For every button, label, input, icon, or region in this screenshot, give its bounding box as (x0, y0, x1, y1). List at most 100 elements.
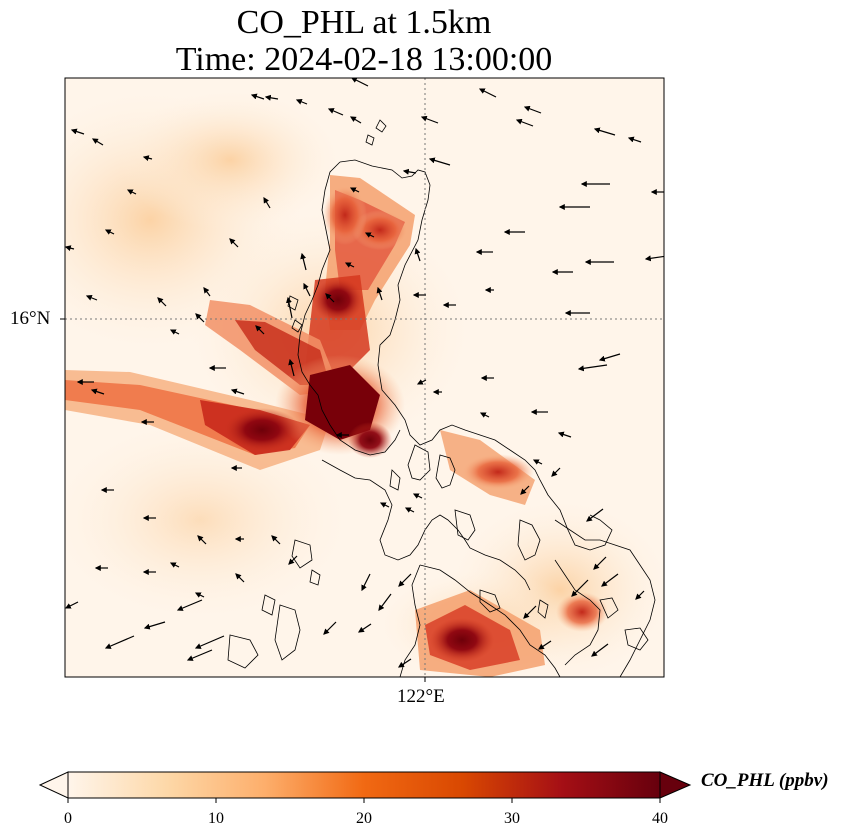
wind-arrow (376, 286, 383, 301)
wind-arrow (627, 136, 642, 143)
wind-arrow (203, 287, 211, 297)
south-cluster (380, 570, 608, 677)
wind-arrow (428, 157, 451, 166)
wind-arrow (379, 502, 390, 508)
wind-arrow (327, 108, 344, 116)
wind-arrow (515, 118, 534, 127)
wind-arrow (186, 649, 213, 661)
colorbar (38, 771, 692, 803)
wind-arrow (586, 508, 604, 522)
colorbar-max-extend (659, 771, 692, 799)
wind-arrow (169, 329, 180, 335)
wind-arrow (195, 313, 205, 323)
wind-arrow (644, 255, 664, 262)
wind-arrow (288, 555, 298, 565)
wind-arrow (325, 293, 335, 303)
wind-arrow (412, 493, 423, 499)
wind-arrow (255, 325, 265, 335)
wind-arrow (593, 127, 616, 136)
colorbar-tick-label: 40 (652, 810, 668, 827)
colorbar-tick-label: 30 (504, 810, 520, 827)
colorbar-tick-label: 0 (64, 810, 72, 827)
map-panel (60, 77, 665, 682)
colorbar-min-extend (38, 771, 69, 799)
wind-arrow (157, 297, 167, 307)
wind-arrow (126, 189, 137, 195)
wind-arrow (285, 296, 293, 319)
wind-arrow (479, 412, 490, 418)
wind-arrow (194, 592, 205, 598)
wind-arrow (571, 579, 589, 597)
wind-arrow (350, 78, 369, 87)
wind-arrow (523, 105, 542, 114)
wind-arrow (349, 116, 362, 124)
wind-arrow (303, 282, 311, 297)
wind-arrow (420, 115, 439, 124)
lon-label: 122°E (397, 686, 445, 707)
wind-arrow (143, 621, 166, 630)
wind-arrow (577, 364, 608, 372)
wind-arrow (91, 138, 104, 146)
wind-arrow (635, 590, 645, 600)
colorbar-tick-label: 20 (356, 810, 372, 827)
wind-arrow (591, 643, 609, 657)
wind-arrow (288, 358, 295, 377)
wind-arrow (90, 388, 105, 395)
wind-arrow (85, 294, 98, 301)
wind-arrow (532, 459, 543, 465)
central-core (224, 355, 405, 458)
wind-arrow (194, 635, 225, 649)
wind-arrow (520, 485, 530, 495)
wind-arrow (416, 379, 427, 385)
lat-label: 16°N (10, 308, 51, 329)
wind-arrow (230, 388, 245, 395)
wind-arrow (557, 431, 572, 438)
wind-arrow (264, 94, 279, 101)
wind-arrow (142, 155, 153, 162)
wind-arrow (358, 623, 372, 633)
wind-arrow (263, 196, 271, 209)
colorbar-ticks (67, 798, 661, 803)
wind-arrow (300, 252, 307, 271)
wind-arrow (295, 98, 308, 105)
wind-arrow (65, 601, 79, 609)
wind-arrow (104, 635, 135, 649)
wind-arrow (398, 573, 412, 587)
map-title-line2: Time: 2024-02-18 13:00:00 (175, 41, 553, 78)
wind-arrow (169, 562, 180, 568)
map-frame (64, 77, 665, 678)
wind-arrow (229, 238, 239, 248)
wind-arrow (271, 535, 281, 545)
wind-vectors (65, 78, 664, 668)
concentration-field (65, 78, 664, 677)
wind-arrow (176, 599, 203, 611)
wind-arrow (478, 88, 497, 98)
wind-arrow (551, 467, 561, 477)
wind-arrow (104, 229, 115, 235)
wind-arrow (349, 187, 360, 193)
wind-arrow (197, 535, 207, 545)
wind-arrow (402, 168, 417, 175)
wind-arrow (364, 232, 375, 238)
wind-arrow (538, 640, 552, 650)
wind-arrow (378, 593, 392, 611)
wind-arrow (323, 621, 337, 635)
wind-arrow (235, 573, 245, 583)
colorbar-gradient (67, 771, 661, 799)
wind-arrow (70, 128, 85, 135)
wind-arrow (404, 507, 415, 513)
map-title-line1: CO_PHL at 1.5km (236, 4, 492, 41)
wind-arrow (523, 605, 537, 619)
wind-arrow (344, 262, 355, 268)
colorbar-tick-label: 10 (208, 810, 224, 827)
wind-arrow (593, 556, 607, 570)
wind-arrow (414, 247, 421, 262)
wind-arrow (65, 245, 75, 252)
coastlines (227, 119, 656, 677)
southeast-plume (440, 430, 535, 505)
wind-arrow (598, 353, 621, 362)
wind-arrow (250, 93, 265, 100)
colorbar-label: CO_PHL (ppbv) (701, 770, 829, 791)
wind-arrow (361, 573, 371, 592)
wind-arrow (601, 573, 619, 587)
